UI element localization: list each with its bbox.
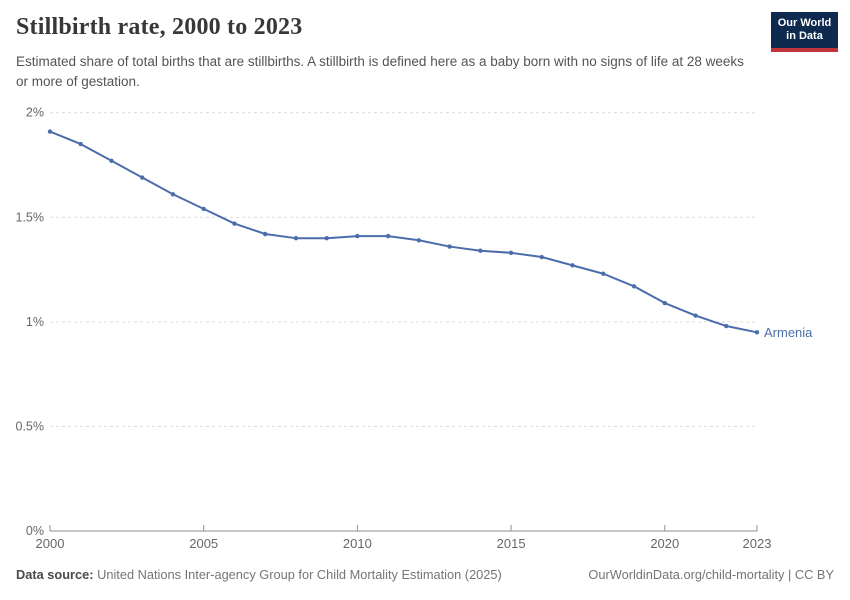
data-point-2004[interactable] (170, 192, 176, 197)
owid-logo-line1: Our World (777, 17, 832, 29)
data-source-label: Data source: (16, 567, 94, 582)
data-point-2005[interactable] (201, 206, 206, 212)
data-point-2012[interactable] (416, 238, 422, 243)
attribution-link[interactable]: OurWorldinData.org/child-mortality | CC … (588, 567, 834, 582)
data-point-2008[interactable] (293, 235, 299, 241)
y-axis-tick-label: 1% (26, 315, 44, 329)
data-point-2000[interactable] (47, 129, 53, 134)
series-end-label: Armenia (764, 325, 813, 340)
data-point-2022[interactable] (724, 323, 729, 329)
data-point-2001[interactable] (78, 141, 83, 147)
x-axis-tick-label: 2010 (343, 536, 372, 551)
owid-logo-line2: in Data (786, 30, 823, 42)
x-axis-tick-label: 2000 (36, 536, 65, 551)
x-axis-tick-label: 2020 (650, 536, 679, 551)
data-point-2014[interactable] (478, 248, 483, 253)
y-axis-tick-label: 0.5% (16, 419, 45, 433)
data-point-2011[interactable] (385, 233, 391, 239)
y-axis-tick-label: 2% (26, 106, 44, 120)
data-point-2009[interactable] (324, 235, 329, 241)
data-point-2023[interactable] (754, 330, 760, 335)
data-point-2013[interactable] (447, 244, 452, 249)
data-point-2020[interactable] (662, 300, 667, 306)
data-point-2007[interactable] (262, 231, 268, 237)
data-point-2002[interactable] (109, 158, 114, 164)
y-axis-tick-label: 1.5% (16, 210, 45, 224)
data-point-2017[interactable] (570, 263, 575, 268)
series-line-armenia (49, 130, 758, 334)
y-axis-tick-label: 0% (26, 524, 44, 538)
chart-footer: Data source: United Nations Inter-agency… (16, 567, 834, 582)
x-axis-tick-label: 2023 (743, 536, 772, 551)
data-point-2021[interactable] (693, 313, 698, 318)
data-point-2018[interactable] (601, 271, 606, 276)
page-title: Stillbirth rate, 2000 to 2023 (16, 14, 303, 40)
stillbirth-line-chart[interactable]: 0% 0.5% 1% 1.5% 2% 2000 2005 2010 2015 2020 2023 Ar… (0, 95, 850, 565)
data-source: Data source: United Nations Inter-agency… (16, 567, 502, 582)
data-point-2015[interactable] (508, 250, 514, 256)
data-point-2019[interactable] (631, 284, 637, 289)
data-point-2010[interactable] (355, 233, 360, 239)
x-axis-tick-label: 2005 (189, 536, 218, 551)
data-point-2016[interactable] (539, 254, 545, 260)
owid-logo: Our World in Data (771, 12, 838, 52)
chart-subtitle: Estimated share of total births that are… (16, 54, 744, 90)
data-point-2006[interactable] (232, 221, 237, 226)
x-axis-tick-label: 2015 (497, 536, 526, 551)
data-point-2003[interactable] (140, 175, 145, 180)
data-source-text: United Nations Inter-agency Group for Ch… (97, 567, 502, 582)
